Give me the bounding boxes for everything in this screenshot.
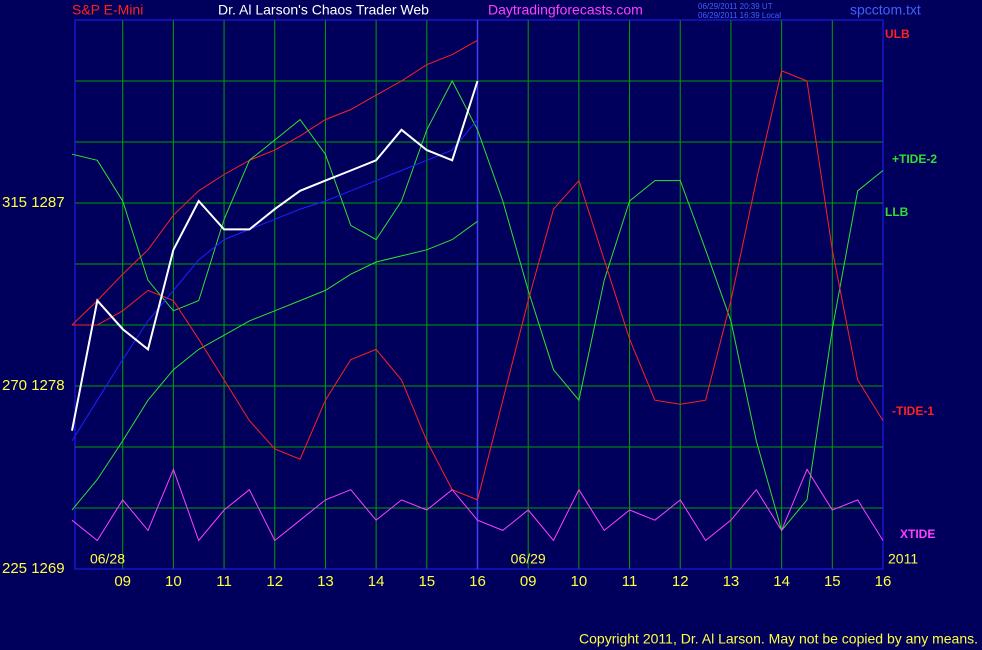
x-tick-label: 10 (165, 573, 182, 590)
y-tick-label: 270 1278 (2, 377, 65, 394)
series-line (71, 79, 884, 532)
x-tick-label: 09 (114, 573, 131, 590)
day-label: 06/29 (511, 551, 546, 567)
x-tick-label: 13 (723, 573, 740, 590)
legend-label: XTIDE (900, 527, 935, 541)
legend-label: LLB (885, 205, 909, 219)
chart-title: Dr. Al Larson's Chaos Trader Web (218, 2, 429, 18)
copyright: Copyright 2011, Dr. Al Larson. May not b… (579, 631, 978, 647)
x-tick-label: 09 (520, 573, 537, 590)
x-tick-label: 15 (824, 573, 841, 590)
series-line (71, 119, 478, 442)
x-tick-label: 14 (368, 573, 385, 590)
legend-label: -TIDE-1 (892, 404, 934, 418)
series-line (71, 39, 478, 326)
x-tick-label: 11 (216, 573, 232, 590)
file-name: spcctom.txt (850, 2, 921, 18)
x-tick-label: 11 (622, 573, 638, 590)
series-line (71, 80, 479, 431)
x-tick-label: 16 (469, 573, 486, 590)
x-tick-label: 10 (571, 573, 588, 590)
instrument: S&P E-Mini (72, 2, 143, 18)
plot-frame (74, 19, 884, 570)
x-tick-label: 12 (672, 573, 689, 590)
series-line (72, 70, 884, 501)
x-tick-label: 15 (418, 573, 435, 590)
day-label: 06/28 (90, 551, 125, 567)
x-tick-label: 14 (773, 573, 790, 590)
y-tick-label: 225 1269 (2, 560, 65, 577)
series-line (71, 468, 884, 542)
legend-label: +TIDE-2 (892, 152, 937, 166)
x-tick-label: 12 (266, 573, 283, 590)
timestamp: 06/29/2011 20:39 UT (698, 2, 773, 11)
legend-label: ULB (885, 27, 910, 41)
y-tick-label: 315 1287 (2, 194, 65, 211)
timestamp: 06/29/2011 16:39 Local (698, 11, 781, 20)
site: Daytradingforecasts.com (488, 2, 643, 18)
x-tick-label: 13 (317, 573, 334, 590)
x-tick-label: 16 (875, 573, 892, 590)
series-line (71, 220, 478, 511)
year: 2011 (888, 551, 918, 567)
